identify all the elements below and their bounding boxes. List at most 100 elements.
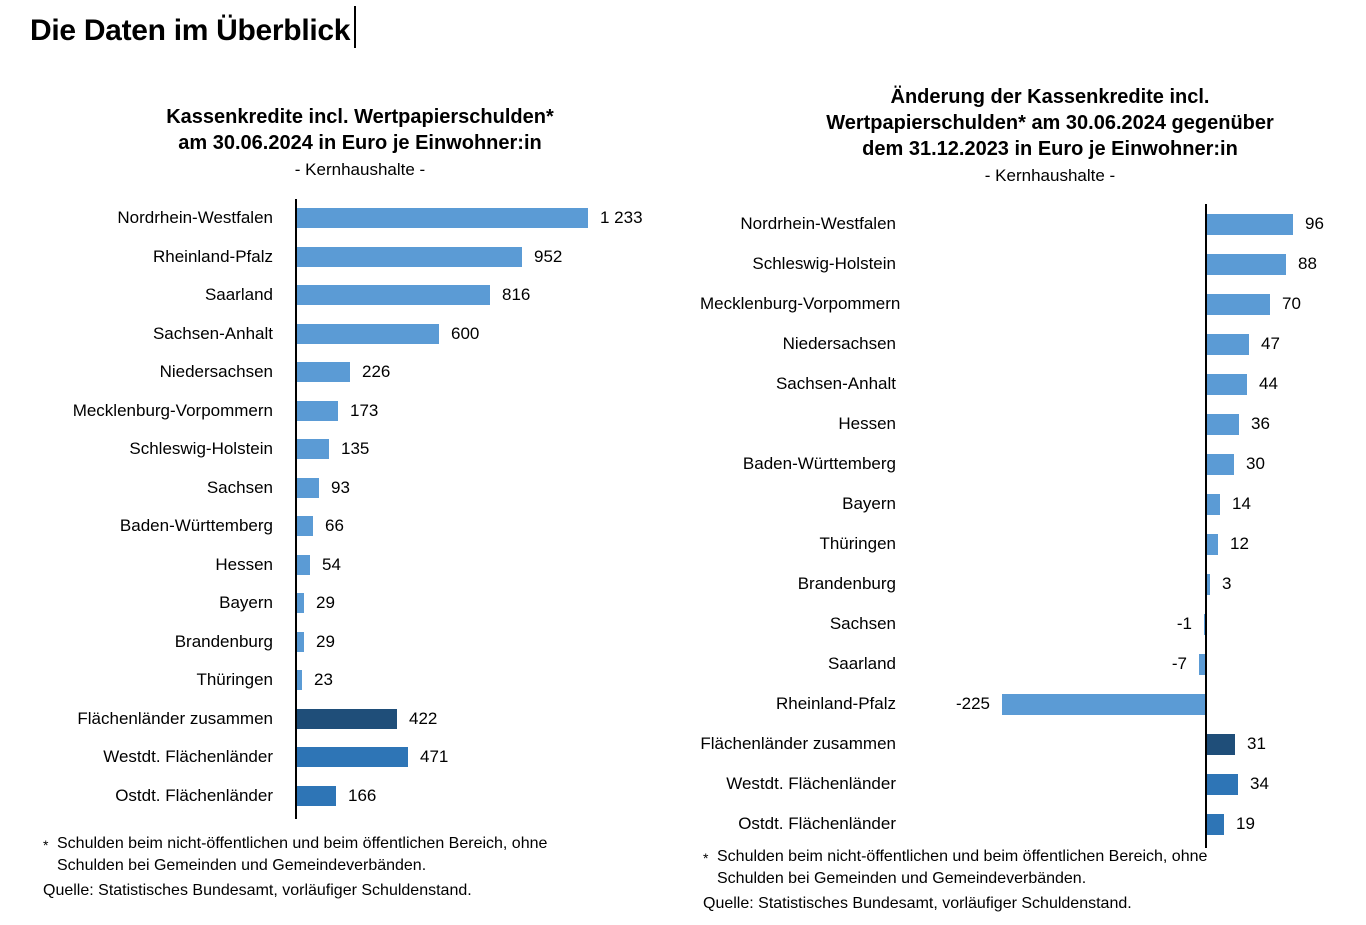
- value-label: 96: [1305, 214, 1324, 233]
- category-label: Nordrhein-Westfalen: [740, 214, 896, 233]
- category-label: Westdt. Flächenländer: [103, 747, 273, 766]
- y-axis-line: [1205, 204, 1207, 848]
- chart-row: Nordrhein-Westfalen 1 233: [40, 199, 683, 238]
- value-label: 14: [1232, 494, 1251, 513]
- right-chart-plot[interactable]: Nordrhein-Westfalen 96 Schleswig-Holstein 8…: [700, 204, 1366, 852]
- left-chart-title: Kassenkredite incl. Wertpapierschulden* …: [40, 104, 680, 182]
- value-label: 1 233: [600, 208, 643, 227]
- footnote-text: Schulden beim nicht-öffentlichen und bei…: [57, 833, 547, 877]
- value-label: 226: [362, 362, 391, 381]
- category-label: Flächenländer zusammen: [77, 708, 273, 728]
- chart-row: Saarland -7: [700, 644, 1366, 684]
- value-label: -1: [1176, 614, 1192, 633]
- value-label: 23: [314, 670, 333, 689]
- bar: [1207, 293, 1270, 315]
- footnote-line1: Schulden beim nicht-öffentlichen und bei…: [717, 848, 1208, 865]
- bar: [1207, 333, 1249, 355]
- category-label: Schleswig-Holstein: [129, 439, 273, 458]
- bar: [1002, 693, 1205, 715]
- value-label: -225: [955, 694, 990, 713]
- value-label: 29: [316, 593, 335, 612]
- category-label: Thüringen: [196, 670, 273, 689]
- category-label: Sachsen: [829, 614, 896, 633]
- value-label: 173: [350, 400, 379, 420]
- page-title[interactable]: Die Daten im Überblick: [30, 6, 357, 48]
- value-label: 66: [325, 516, 344, 535]
- bar: [297, 516, 313, 537]
- footnote-line2: Schulden bei Gemeinden und Gemeindeverbä…: [717, 870, 1087, 887]
- value-label: 54: [322, 554, 341, 574]
- category-label: Mecklenburg-Vorpommern: [700, 294, 901, 313]
- category-label: Brandenburg: [174, 631, 273, 651]
- category-label: Bayern: [842, 494, 896, 513]
- bar: [297, 554, 310, 575]
- bar: [1207, 213, 1293, 235]
- value-label: 70: [1282, 294, 1301, 313]
- category-label: Rheinland-Pfalz: [775, 694, 896, 713]
- chart-row: Mecklenburg-Vorpommern 70: [700, 284, 1366, 324]
- value-label: 166: [348, 785, 377, 805]
- value-label: 952: [534, 246, 563, 266]
- bar: [297, 246, 522, 267]
- left-footnote: * Schulden beim nicht-öffentlichen und b…: [43, 833, 663, 902]
- value-label: -7: [1171, 654, 1187, 673]
- chart-row: Ostdt. Flächenländer 166: [40, 777, 683, 816]
- chart-row: Baden-Württemberg 66: [40, 507, 683, 546]
- category-label: Niedersachsen: [782, 334, 896, 353]
- bar: [1207, 453, 1234, 475]
- chart-row: Sachsen 93: [40, 469, 683, 508]
- right-chart-title-line2: Wertpapierschulden* am 30.06.2024 gegenü…: [826, 112, 1274, 134]
- category-label: Mecklenburg-Vorpommern: [72, 400, 273, 420]
- footnote-line2: Schulden bei Gemeinden und Gemeindeverbä…: [57, 857, 427, 874]
- category-label: Brandenburg: [797, 574, 896, 593]
- category-label: Sachsen-Anhalt: [775, 374, 896, 393]
- bar: [1199, 653, 1205, 675]
- left-chart-title-line2: am 30.06.2024 in Euro je Einwohner:in: [178, 132, 542, 154]
- category-label: Hessen: [838, 414, 896, 433]
- left-chart-plot[interactable]: Nordrhein-Westfalen 1 233 Rheinland-Pfalz 9…: [40, 199, 683, 819]
- bar: [297, 670, 302, 691]
- category-label: Nordrhein-Westfalen: [117, 208, 273, 227]
- bar: [1207, 493, 1220, 515]
- bar: [297, 400, 338, 421]
- value-label: 471: [420, 747, 449, 766]
- category-label: Hessen: [215, 554, 273, 574]
- footnote-asterisk: *: [703, 850, 709, 866]
- left-chart-title-line1: Kassenkredite incl. Wertpapierschulden*: [166, 106, 554, 128]
- category-label: Saarland: [827, 654, 896, 673]
- category-label: Sachsen-Anhalt: [152, 323, 273, 343]
- right-chart-subtitle: - Kernhaushalte -: [984, 166, 1116, 185]
- value-label: 12: [1230, 534, 1249, 553]
- chart-row: Sachsen -1: [700, 604, 1366, 644]
- source-note: Quelle: Statistisches Bundesamt, vorläuf…: [703, 895, 1132, 912]
- category-label: Niedersachsen: [159, 362, 273, 381]
- category-label: Westdt. Flächenländer: [726, 774, 896, 793]
- chart-row: Schleswig-Holstein 88: [700, 244, 1366, 284]
- footnote-text: Schulden beim nicht-öffentlichen und bei…: [717, 846, 1207, 890]
- value-label: 93: [331, 477, 350, 497]
- category-label: Bayern: [219, 593, 273, 612]
- bar: [297, 708, 397, 729]
- left-chart-subtitle: - Kernhaushalte -: [294, 160, 426, 179]
- right-chart-title: Änderung der Kassenkredite incl. Wertpap…: [730, 84, 1366, 188]
- chart-row: Ostdt. Flächenländer 19: [700, 804, 1366, 844]
- value-label: 29: [316, 631, 335, 651]
- bar: [1207, 773, 1238, 795]
- footnote-line1: Schulden beim nicht-öffentlichen und bei…: [57, 835, 548, 852]
- footnote-asterisk: *: [43, 837, 49, 853]
- bar: [1204, 613, 1205, 635]
- value-label: 88: [1298, 254, 1317, 273]
- chart-row: Saarland 816: [40, 276, 683, 315]
- value-label: 36: [1251, 414, 1270, 433]
- chart-row: Westdt. Flächenländer 34: [700, 764, 1366, 804]
- right-footnote: * Schulden beim nicht-öffentlichen und b…: [703, 846, 1353, 915]
- value-label: 47: [1261, 334, 1280, 353]
- chart-row: Thüringen 12: [700, 524, 1366, 564]
- bar: [1207, 533, 1218, 555]
- category-label: Schleswig-Holstein: [752, 254, 896, 273]
- category-label: Flächenländer zusammen: [700, 734, 896, 753]
- bar: [297, 593, 304, 614]
- chart-row: Baden-Württemberg 30: [700, 444, 1366, 484]
- value-label: 44: [1259, 374, 1278, 393]
